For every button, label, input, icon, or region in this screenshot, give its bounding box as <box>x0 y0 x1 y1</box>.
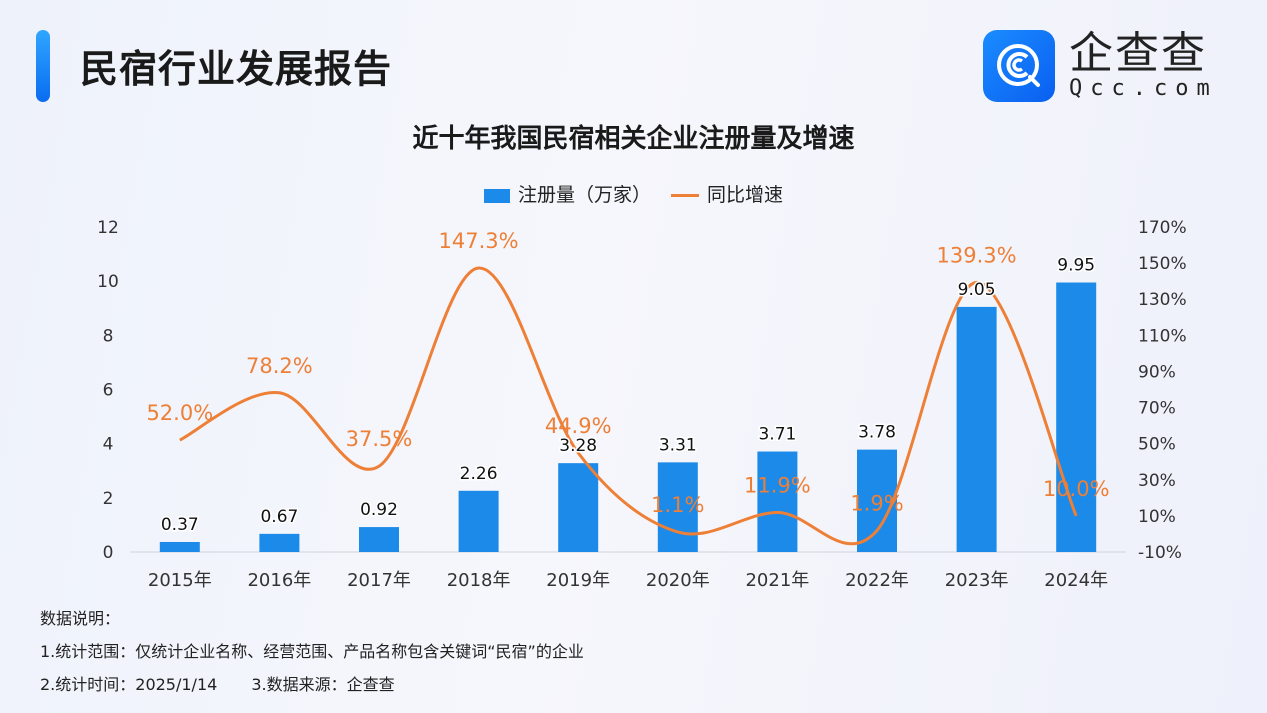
bar-value-label: 3.31 <box>659 435 697 455</box>
bar <box>1056 282 1097 552</box>
bar <box>359 527 399 552</box>
line-value-label: 78.2% <box>246 354 313 378</box>
y-right-tick-label: 150% <box>1138 254 1187 274</box>
notes-line-1: 1.统计范围：仅统计企业名称、经营范围、产品名称包含关键词“民宿”的企业 <box>40 642 584 661</box>
x-tick-label: 2024年 <box>1044 570 1108 591</box>
bar <box>657 462 698 552</box>
bar-value-label: 2.26 <box>460 464 498 484</box>
y-right-tick-label: -10% <box>1138 543 1182 563</box>
bar <box>259 533 300 552</box>
bar <box>857 449 897 552</box>
legend-line-swatch <box>671 194 699 197</box>
chart-title: 近十年我国民宿相关企业注册量及增速 <box>412 124 855 154</box>
data-notes: 数据说明： 1.统计范围：仅统计企业名称、经营范围、产品名称包含关键词“民宿”的… <box>40 602 584 701</box>
y-left-tick-label: 2 <box>103 489 114 509</box>
legend-bar-swatch <box>483 188 510 203</box>
x-tick-label: 2017年 <box>347 570 411 591</box>
x-tick-label: 2021年 <box>745 570 809 591</box>
bar-value-label: 0.37 <box>161 515 199 535</box>
y-right-tick-label: 70% <box>1138 399 1176 419</box>
y-right-tick-label: 130% <box>1138 290 1187 310</box>
legend-item-line: 同比增速 <box>671 180 783 207</box>
title-accent-bar <box>36 30 50 102</box>
line-value-label: 37.5% <box>346 427 413 451</box>
notes-line-2a: 2.统计时间：2025/1/14 <box>40 675 218 694</box>
bar-value-label: 3.78 <box>858 423 896 443</box>
line-value-label: 10.0% <box>1043 477 1110 501</box>
y-right-tick-label: 50% <box>1138 435 1176 455</box>
bar <box>757 451 798 552</box>
bar-value-label: 9.95 <box>1057 256 1095 276</box>
line-value-label: 11.9% <box>744 473 811 497</box>
page-title: 民宿行业发展报告 <box>80 47 393 91</box>
bar-value-label: 0.92 <box>360 500 398 520</box>
bar <box>159 541 200 552</box>
bar-value-label: 3.71 <box>758 425 796 445</box>
y-left-tick-label: 0 <box>103 543 114 563</box>
y-left-tick-label: 6 <box>103 381 114 401</box>
x-tick-label: 2022年 <box>845 570 909 591</box>
y-left-tick-label: 12 <box>97 218 119 238</box>
qcc-logo-icon <box>983 30 1055 102</box>
y-right-tick-label: 110% <box>1138 326 1187 346</box>
y-left-tick-label: 8 <box>103 326 114 346</box>
y-right-tick-label: 30% <box>1138 471 1176 491</box>
x-tick-label: 2020年 <box>646 570 710 591</box>
y-right-tick-label: 10% <box>1138 507 1176 527</box>
chart-legend: 注册量（万家） 同比增速 <box>0 180 1267 207</box>
y-right-tick-label: 170% <box>1138 218 1187 238</box>
legend-item-bar: 注册量（万家） <box>483 180 651 207</box>
line-value-label: 139.3% <box>937 243 1017 267</box>
bar <box>458 490 499 552</box>
x-tick-label: 2019年 <box>546 570 610 591</box>
notes-line-2b: 3.数据来源：企查查 <box>251 675 395 694</box>
x-tick-label: 2018年 <box>447 570 511 591</box>
y-left-tick-label: 4 <box>103 435 114 455</box>
bar-value-label: 0.67 <box>260 507 298 527</box>
legend-bar-label: 注册量（万家） <box>517 184 651 206</box>
bar-value-label: 3.28 <box>559 436 597 456</box>
notes-heading: 数据说明： <box>40 609 121 628</box>
x-tick-label: 2015年 <box>148 570 212 591</box>
y-right-tick-label: 90% <box>1138 362 1176 382</box>
legend-line-label: 同比增速 <box>707 184 784 206</box>
bar <box>558 463 599 552</box>
logo-text-en: Qcc.com <box>1069 76 1218 101</box>
y-left-tick-label: 10 <box>97 272 119 292</box>
growth-line <box>179 266 1078 546</box>
line-value-label: 44.9% <box>545 414 612 438</box>
logo-text-cn: 企查查 <box>1069 28 1207 79</box>
bar <box>956 306 997 552</box>
qcc-logo: 企查查 Qcc.com <box>983 30 1218 102</box>
x-tick-label: 2023年 <box>945 570 1009 591</box>
line-value-label: 52.0% <box>146 401 213 425</box>
bar-value-label: 9.05 <box>958 280 996 300</box>
x-tick-label: 2016年 <box>247 570 311 591</box>
line-value-label: 147.3% <box>439 229 519 253</box>
line-value-label: 1.9% <box>850 492 903 516</box>
line-value-label: 1.1% <box>651 493 704 517</box>
